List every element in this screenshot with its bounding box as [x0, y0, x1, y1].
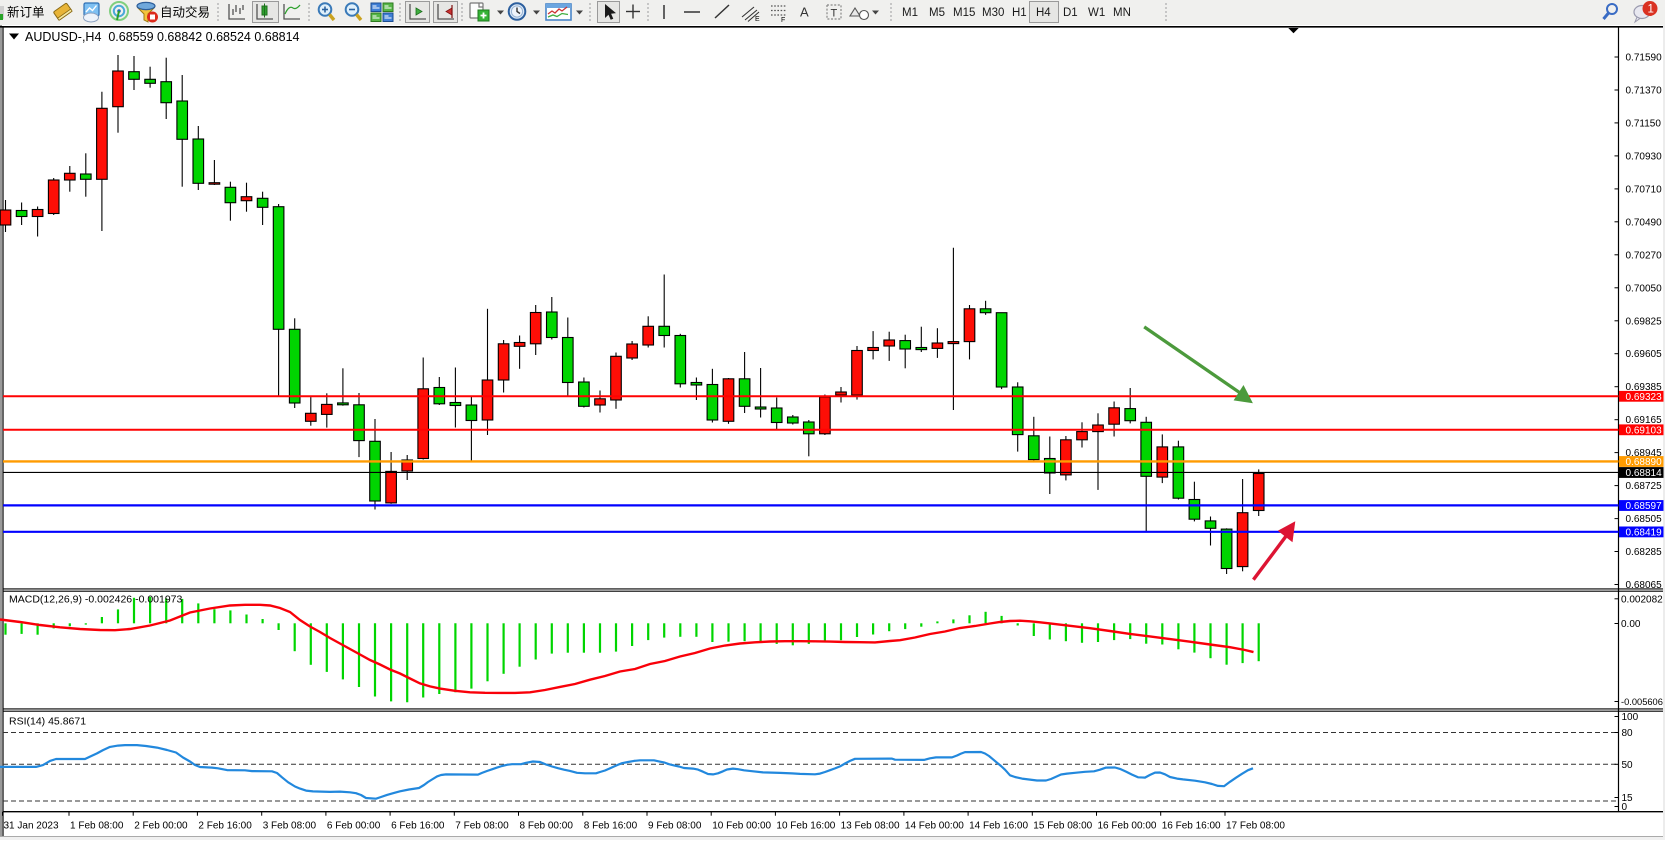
svg-text:0.69385: 0.69385 — [1626, 382, 1663, 393]
svg-text:0.69825: 0.69825 — [1626, 316, 1663, 327]
svg-text:E: E — [755, 16, 760, 23]
svg-text:0.68505: 0.68505 — [1626, 514, 1663, 525]
svg-text:0.68285: 0.68285 — [1626, 547, 1663, 558]
svg-text:16 Feb 16:00: 16 Feb 16:00 — [1162, 821, 1221, 832]
svg-text:0.002082: 0.002082 — [1621, 594, 1663, 605]
svg-text:0.68814: 0.68814 — [1626, 468, 1663, 479]
svg-text:H4: H4 — [1036, 7, 1051, 19]
svg-text:2 Feb 00:00: 2 Feb 00:00 — [134, 821, 188, 832]
svg-text:10 Feb 16:00: 10 Feb 16:00 — [776, 821, 835, 832]
svg-text:3 Feb 08:00: 3 Feb 08:00 — [263, 821, 317, 832]
svg-text:新订单: 新订单 — [7, 5, 45, 20]
svg-text:RSI(14) 45.8671: RSI(14) 45.8671 — [9, 716, 86, 728]
svg-text:0.71590: 0.71590 — [1626, 53, 1663, 64]
svg-text:0: 0 — [1622, 802, 1628, 813]
svg-text:15: 15 — [1622, 793, 1634, 804]
svg-text:8 Feb 00:00: 8 Feb 00:00 — [520, 821, 574, 832]
svg-text:0.68065: 0.68065 — [1626, 580, 1663, 591]
svg-text:16 Feb 00:00: 16 Feb 00:00 — [1098, 821, 1157, 832]
svg-text:0.70270: 0.70270 — [1626, 250, 1663, 261]
svg-text:M1: M1 — [902, 7, 918, 19]
svg-text:D1: D1 — [1063, 7, 1078, 19]
svg-text:MN: MN — [1113, 7, 1131, 19]
svg-text:31 Jan 2023: 31 Jan 2023 — [4, 821, 59, 832]
svg-text:M15: M15 — [953, 7, 975, 19]
svg-text:0.69165: 0.69165 — [1626, 415, 1663, 426]
svg-text:1: 1 — [1648, 4, 1654, 16]
svg-text:13 Feb 08:00: 13 Feb 08:00 — [841, 821, 900, 832]
svg-text:H1: H1 — [1012, 7, 1027, 19]
svg-text:0.70050: 0.70050 — [1626, 283, 1663, 294]
svg-text:-0.005606: -0.005606 — [1621, 697, 1663, 707]
svg-text:0.68419: 0.68419 — [1626, 528, 1663, 539]
svg-text:0.69605: 0.69605 — [1626, 349, 1663, 360]
svg-text:0.69323: 0.69323 — [1626, 392, 1663, 403]
svg-text:17 Feb 08:00: 17 Feb 08:00 — [1226, 821, 1285, 832]
svg-text:MACD(12,26,9) -0.002426 -0.001: MACD(12,26,9) -0.002426 -0.001973 — [9, 594, 183, 606]
svg-text:100: 100 — [1622, 712, 1639, 723]
svg-text:2 Feb 16:00: 2 Feb 16:00 — [198, 821, 252, 832]
svg-text:W1: W1 — [1088, 7, 1105, 19]
svg-text:0.68597: 0.68597 — [1626, 501, 1663, 512]
svg-text:15 Feb 08:00: 15 Feb 08:00 — [1033, 821, 1092, 832]
svg-text:M30: M30 — [982, 7, 1004, 19]
svg-text:14 Feb 16:00: 14 Feb 16:00 — [969, 821, 1028, 832]
svg-text:0.00: 0.00 — [1621, 619, 1641, 630]
svg-text:M5: M5 — [929, 7, 945, 19]
svg-text:6 Feb 00:00: 6 Feb 00:00 — [327, 821, 381, 832]
svg-text:14 Feb 00:00: 14 Feb 00:00 — [905, 821, 964, 832]
svg-text:10 Feb 00:00: 10 Feb 00:00 — [712, 821, 771, 832]
svg-text:50: 50 — [1622, 760, 1634, 771]
svg-text:0.70710: 0.70710 — [1626, 184, 1663, 195]
svg-text:0.71370: 0.71370 — [1626, 86, 1663, 97]
svg-text:自动交易: 自动交易 — [160, 5, 210, 20]
svg-text:T: T — [831, 8, 838, 20]
svg-text:0.68945: 0.68945 — [1626, 448, 1663, 459]
svg-text:0.70490: 0.70490 — [1626, 217, 1663, 228]
svg-text:A: A — [800, 5, 809, 20]
svg-text:8 Feb 16:00: 8 Feb 16:00 — [584, 821, 638, 832]
svg-text:0.68890: 0.68890 — [1626, 457, 1663, 468]
svg-text:80: 80 — [1622, 728, 1634, 739]
svg-text:0.71150: 0.71150 — [1626, 118, 1662, 129]
svg-text:0.69103: 0.69103 — [1626, 425, 1663, 436]
svg-text:9 Feb 08:00: 9 Feb 08:00 — [648, 821, 702, 832]
svg-text:0.68725: 0.68725 — [1626, 481, 1663, 492]
svg-text:1 Feb 08:00: 1 Feb 08:00 — [70, 821, 124, 832]
svg-text:6 Feb 16:00: 6 Feb 16:00 — [391, 821, 445, 832]
svg-text:AUDUSD-,H4 0.68559 0.68842 0.: AUDUSD-,H4 0.68559 0.68842 0.68524 0.688… — [25, 30, 300, 44]
svg-text:F: F — [781, 17, 785, 24]
svg-text:0.70930: 0.70930 — [1626, 151, 1663, 162]
svg-text:7 Feb 08:00: 7 Feb 08:00 — [455, 821, 509, 832]
